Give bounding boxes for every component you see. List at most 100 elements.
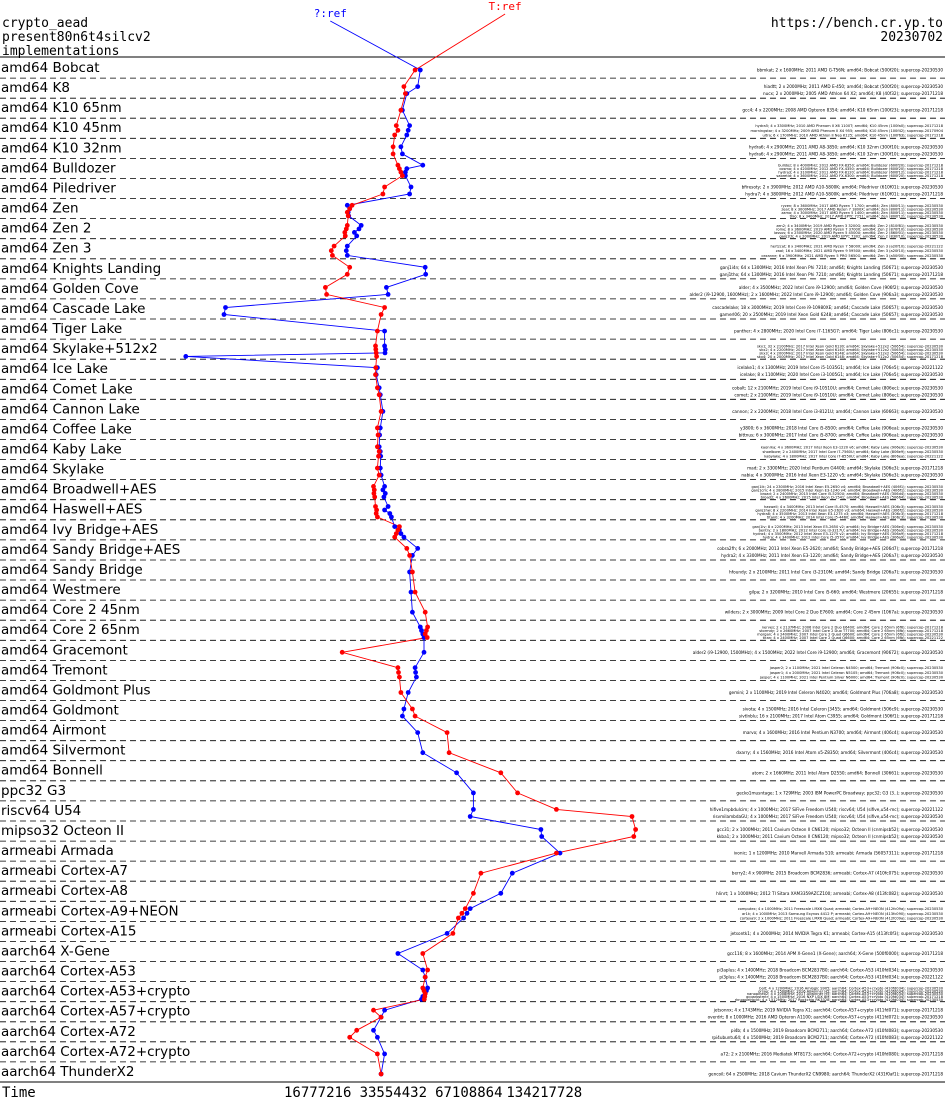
machine-label: a72; 2 x 2100MHz; 2016 Mediatek MT8173; … — [720, 1051, 943, 1056]
row-label: amd64 Haswell+AES — [1, 502, 142, 518]
qref-point — [343, 248, 349, 254]
machine-label: ivonic; 1 x 1200MHz; 2010 Marvell Armada… — [734, 851, 944, 856]
machine-label: bulldoz; 8 x 4000MHz; 2012 AMD FX-8350; … — [778, 164, 944, 168]
row-label: aarch64 Cortex-A72 — [1, 1024, 136, 1040]
machine-label: skx4; 20 x 2000MHz; 2017 Intel Xeon Gold… — [757, 355, 944, 359]
tref-point — [378, 1014, 384, 1020]
qref-point — [421, 649, 427, 655]
qref-point — [539, 834, 545, 839]
tref-point — [631, 834, 637, 839]
machine-label: ultra; 6 x 1700MHz; 2010 AMD Athlon II N… — [762, 134, 943, 138]
qref-point — [382, 350, 388, 356]
qref-point — [471, 790, 476, 796]
tref-point — [375, 1051, 380, 1057]
machine-label: bentry; 2 x 1800MHz; 2012 Intel Core i3-… — [759, 529, 944, 533]
machine-label: broad; 2 x 2400MHz; 2015 Intel Core i5-5… — [760, 492, 943, 496]
tref-point — [376, 449, 382, 454]
tref-point — [347, 206, 353, 212]
machine-label: sivtlnblu; 16 x 2100MHz; 2017 Intel Atom… — [739, 714, 943, 719]
row-label: amd64 Westmere — [1, 582, 121, 598]
machine-label: rome; 8 x 3600MHz; 2019 AMD Ryzen 7 3700… — [776, 227, 944, 231]
tref-point — [372, 494, 378, 500]
x-tick-label: 33554432 — [360, 1085, 427, 1101]
machine-label: gemini; 2 x 1100MHz; 2019 Intel Celeron … — [729, 690, 943, 695]
row-label: amd64 Core 2 65nm — [1, 622, 140, 638]
tref-point — [420, 951, 426, 956]
row-label: amd64 Silvermont — [1, 743, 125, 759]
qref-point — [403, 169, 408, 175]
machine-label: pi4b; 4 x 1500MHz; 2019 Broadcom BCM2711… — [731, 1028, 943, 1033]
tref-point — [373, 365, 379, 371]
tref-point — [410, 706, 415, 712]
row-label: mipso32 Octeon II — [1, 823, 124, 839]
machine-label: shoelbore; 2 x 2400MHz; 2017 Intel Core … — [762, 450, 943, 454]
machine-label: rpi4ubuntu64; 4 x 1500MHz; 2019 Broadcom… — [712, 1035, 944, 1040]
row-label: ppc32 G3 — [1, 783, 66, 799]
machine-label: ganj1hw; 8 x 2200MHz; 2014 Intel Xeon E5… — [755, 509, 943, 513]
machine-label: cobalt; 12 x 2100MHz; 2019 Intel Core i9… — [732, 385, 943, 390]
machine-label: ganj1iv; 8 x 2200MHz; 2013 Intel Xeon E5… — [752, 525, 943, 529]
tref-point — [376, 453, 381, 459]
machine-label: risvmilambdaGU; 4 x 1000MHz; 2017 SiFive… — [713, 814, 944, 819]
tref-point — [412, 713, 418, 719]
tref-point — [375, 328, 380, 334]
tref-point — [347, 1034, 353, 1040]
machine-label: stormdy; 2 x 2660MHz; 2007 Intel Core 2 … — [759, 629, 943, 633]
row-label: amd64 Golden Cove — [1, 281, 139, 297]
qref-point — [384, 285, 389, 290]
row-label: armeabi Armada — [1, 843, 114, 859]
tref-point — [401, 84, 407, 89]
tref-point — [403, 91, 408, 96]
qref-point — [509, 870, 515, 876]
series-lines — [185, 13, 637, 1075]
tref-point — [410, 569, 415, 575]
machine-label: sabretid; 4 x 3600MHz; 2012 AMD FX-6300;… — [776, 174, 943, 178]
tref-point — [450, 931, 456, 936]
row-label: armeabi Cortex-A8 — [1, 883, 128, 899]
tref-point — [331, 243, 337, 249]
machine-label: sivota; 4 x 1500MHz; 2016 Intel Celeron … — [743, 707, 944, 712]
tref-point — [397, 674, 402, 680]
machine-label: broad2; 4 x 2600MHz; 2015 Intel Xeon D-1… — [761, 496, 944, 500]
machine-label: jetsonnx; 4 x 1743MHz; 2019 NVIDIA Tegra… — [713, 1008, 944, 1013]
machine-label: skx3; 4 x 2000MHz; 2017 Intel Xeon Gold … — [759, 351, 943, 355]
machine-label: ganj1i4n; 64 x 1300MHz; 2016 Intel Xeon … — [720, 265, 943, 270]
machine-label: hydra6; 4 x 2900MHz; 2011 AMD A8-3850; a… — [749, 151, 943, 156]
machine-label: nanopineo2; 4 x 1008MHz; 2017 Allwinner … — [747, 992, 944, 996]
tref-point — [392, 132, 398, 138]
machine-label: orsay; 4 x 1500MHz; 2016 Allwinner H5; a… — [758, 989, 943, 993]
machine-label: lassus; 6 x 2500MHz; 2020 AMD Ryzen 5 45… — [774, 231, 944, 235]
tref-point — [633, 827, 638, 832]
qref-point — [413, 670, 418, 675]
tref-point — [462, 906, 468, 911]
row-label: amd64 Bulldozer — [1, 160, 116, 176]
row-label: amd64 Kaby Lake — [1, 442, 122, 458]
tref-point — [373, 372, 378, 378]
tref-point — [378, 312, 384, 317]
machine-label: nabia; 4 x 3000MHz; 2016 Intel Xeon E3-1… — [741, 473, 943, 478]
row-label: aarch64 ThunderX2 — [1, 1064, 134, 1080]
tref-point — [328, 248, 334, 254]
machine-label: kabylake; 4 x 1800MHz; 2017 Intel Core i… — [764, 455, 943, 459]
row-label: aarch64 Cortex-A72+crypto — [1, 1044, 190, 1060]
row-label: amd64 K10 65nm — [1, 100, 122, 116]
row-layer: amd64 Bobcat bbmkat; 2 x 1600MHz; 2011 AM… — [0, 60, 945, 1083]
machine-label: zaal; 16 x 3400MHz; 2021 AMD Ryzen 9 595… — [776, 249, 944, 253]
qref-point — [382, 491, 388, 496]
machine-label: skx2; 4 x 2200MHz; 2017 Intel Xeon Gold … — [759, 348, 943, 352]
legend-tref: T:ref — [489, 0, 522, 13]
qref-point — [398, 531, 404, 536]
tref-point — [398, 107, 404, 113]
tref-point — [371, 487, 377, 493]
machine-label: jasper; 4 x 1100MHz; 2021 Intel Pentium … — [759, 676, 944, 680]
qref-point — [407, 123, 412, 128]
machine-label: y3800; 6 x 3600MHz; 2018 Intel Core i5-8… — [740, 425, 943, 430]
x-tick-label: 16777216 — [284, 1085, 351, 1101]
machine-label: hydra7; 4 x 3800MHz; 2012 AMD A10-5800K;… — [745, 192, 943, 197]
row-label: armeabi Cortex-A9+NEON — [1, 903, 179, 919]
machine-label: cannon; 2 x 2200MHz; 2018 Intel Core i3-… — [732, 409, 943, 414]
qref-point — [461, 915, 466, 921]
row-label: amd64 K8 — [1, 80, 70, 96]
row-label: amd64 Tremont — [1, 662, 108, 678]
machine-label: titan; 4 x 2400MHz; 2007 Intel Core 2 Qu… — [763, 636, 943, 640]
